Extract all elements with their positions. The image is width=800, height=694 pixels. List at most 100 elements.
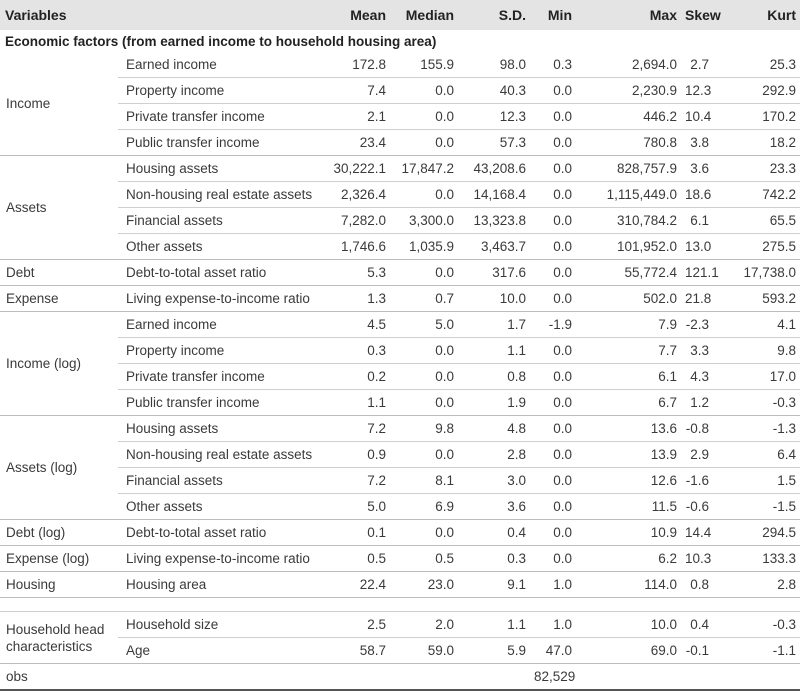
cell-median: 9.8 [390,415,458,442]
cell-mean: 2,326.4 [300,181,390,208]
cell-min: 0.0 [530,181,576,208]
cell-sd: 317.6 [458,259,530,286]
cell-skew: 14.4 [681,519,713,546]
cell-mean: 0.5 [300,545,390,572]
table-row: Other assets 1,746.6 1,035.9 3,463.7 0.0 101,… [0,233,800,260]
cell-median: 0.0 [390,259,458,286]
section-title: Economic factors (from earned income to … [5,33,437,49]
variable-name: Housing assets [118,155,300,182]
cell-sd: 3.0 [458,467,530,494]
variable-name: Private transfer income [118,363,300,390]
cell-min: 0.0 [530,259,576,286]
cell-skew: 2.7 [681,52,713,78]
variable-name: Public transfer income [118,129,300,156]
cell-sd: 0.4 [458,519,530,546]
cell-median: 1,035.9 [390,233,458,260]
cell-median: 0.0 [390,441,458,468]
cell-max: 55,772.4 [576,259,681,286]
cell-skew: -2.3 [681,311,713,338]
cell-sd: 14,168.4 [458,181,530,208]
group-label: Debt [0,259,118,286]
cell-kurt: 742.2 [713,181,800,208]
header-kurt: Kurt [713,0,800,30]
cell-sd: 57.3 [458,129,530,156]
table-row: Assets (log) Housing assets 7.2 9.8 4.8 0.0 13… [0,415,800,520]
cell-kurt: 2.8 [713,571,800,598]
cell-mean: 7,282.0 [300,207,390,234]
variable-name: Debt-to-total asset ratio [118,519,300,546]
cell-max: 114.0 [576,571,681,598]
cell-sd: 5.9 [458,637,530,664]
table-row: Assets Housing assets 30,222.1 17,847.2 43,2… [0,155,800,260]
cell-sd: 1.7 [458,311,530,338]
cell-sd: 43,208.6 [458,155,530,182]
cell-kurt: 23.3 [713,155,800,182]
cell-mean: 5.3 [300,259,390,286]
cell-mean: 58.7 [300,637,390,664]
cell-mean: 0.9 [300,441,390,468]
table-row: Debt (log) Debt-to-total asset ratio 0.1 0.… [0,519,800,546]
obs-row: obs 82,529 [0,663,800,691]
spacer [0,597,800,612]
cell-kurt: 65.5 [713,207,800,234]
cell-kurt: -0.3 [713,389,800,416]
cell-sd: 3,463.7 [458,233,530,260]
table-row: Age 58.7 59.0 5.9 47.0 69.0 -0.1 -1.1 [0,637,800,664]
obs-value: 82,529 [530,663,576,691]
cell-skew: 10.4 [681,103,713,130]
cell-median: 155.9 [390,52,458,78]
cell-median: 59.0 [390,637,458,664]
cell-median: 0.0 [390,519,458,546]
cell-max: 13.9 [576,441,681,468]
cell-sd: 40.3 [458,77,530,104]
variable-name: Housing assets [118,415,300,442]
cell-median: 0.0 [390,363,458,390]
cell-mean: 2.1 [300,103,390,130]
cell-min: 1.0 [530,571,576,598]
table-row: Public transfer income 23.4 0.0 57.3 0.0 780.… [0,129,800,156]
header-median: Median [390,0,458,30]
cell-max: 2,694.0 [576,52,681,78]
cell-mean: 7.2 [300,415,390,442]
cell-kurt: 133.3 [713,545,800,572]
cell-sd: 9.1 [458,571,530,598]
cell-sd: 12.3 [458,103,530,130]
cell-kurt: 17,738.0 [713,259,800,286]
cell-skew: 10.3 [681,545,713,572]
cell-max: 12.6 [576,467,681,494]
cell-median: 0.0 [390,103,458,130]
cell-median: 0.0 [390,181,458,208]
cell-kurt: 593.2 [713,285,800,312]
cell-mean: 0.2 [300,363,390,390]
obs-label: obs [0,663,118,691]
header-mean: Mean [300,0,390,30]
cell-min: 47.0 [530,637,576,664]
cell-sd: 98.0 [458,52,530,78]
cell-skew: 18.6 [681,181,713,208]
cell-median: 0.0 [390,389,458,416]
group-label: Assets (log) [0,415,118,520]
cell-min: 0.0 [530,207,576,234]
cell-min: 0.0 [530,545,576,572]
cell-mean: 4.5 [300,311,390,338]
cell-mean: 1.1 [300,389,390,416]
cell-min: -1.9 [530,311,576,338]
cell-skew: 121.1 [681,259,719,286]
cell-skew: 1.2 [681,389,713,416]
variable-name: Private transfer income [118,103,300,130]
header-skew: Skew [681,0,721,30]
table-row: Expense Living expense-to-income ratio 1.3… [0,285,800,312]
cell-max: 69.0 [576,637,681,664]
variable-name: Other assets [118,493,300,520]
cell-mean: 2.5 [300,611,390,638]
cell-skew: 6.1 [681,207,713,234]
cell-min: 0.0 [530,467,576,494]
cell-min: 0.0 [530,103,576,130]
cell-max: 310,784.2 [576,207,681,234]
cell-skew: 3.3 [681,337,713,364]
cell-kurt: 25.3 [713,52,800,78]
variable-name: Earned income [118,311,300,338]
cell-min: 0.0 [530,363,576,390]
variable-name: Age [118,637,300,664]
cell-max: 6.2 [576,545,681,572]
